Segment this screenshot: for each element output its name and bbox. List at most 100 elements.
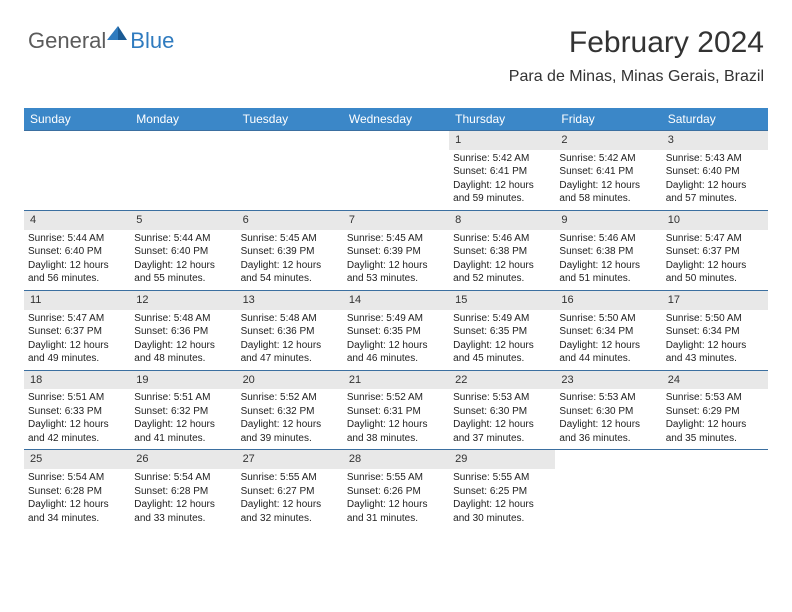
day-header: Tuesday [237, 108, 343, 130]
daylight-text: Daylight: 12 hours and 41 minutes. [134, 418, 232, 445]
header: February 2024 Para de Minas, Minas Gerai… [509, 26, 764, 86]
day-cell: 1 Sunrise: 5:42 AMSunset: 6:41 PMDaylight… [449, 131, 555, 210]
sunset-text: Sunset: 6:33 PM [28, 405, 126, 419]
daylight-text: Daylight: 12 hours and 53 minutes. [347, 259, 445, 286]
sunrise-text: Sunrise: 5:51 AM [28, 391, 126, 405]
daylight-text: Daylight: 12 hours and 52 minutes. [453, 259, 551, 286]
day-number: 16 [555, 291, 661, 310]
sunset-text: Sunset: 6:39 PM [347, 245, 445, 259]
day-number: 23 [555, 371, 661, 390]
sunset-text: Sunset: 6:41 PM [559, 165, 657, 179]
day-number [130, 131, 236, 150]
sunset-text: Sunset: 6:37 PM [666, 245, 764, 259]
sunrise-text: Sunrise: 5:47 AM [666, 232, 764, 246]
week-row: 25Sunrise: 5:54 AMSunset: 6:28 PMDayligh… [24, 449, 768, 529]
daylight-text: Daylight: 12 hours and 43 minutes. [666, 339, 764, 366]
sunset-text: Sunset: 6:30 PM [559, 405, 657, 419]
day-cell: 18Sunrise: 5:51 AMSunset: 6:33 PMDayligh… [24, 371, 130, 450]
day-number: 13 [237, 291, 343, 310]
day-number: 14 [343, 291, 449, 310]
sunset-text: Sunset: 6:35 PM [347, 325, 445, 339]
day-number: 18 [24, 371, 130, 390]
sunset-text: Sunset: 6:35 PM [453, 325, 551, 339]
day-content: Sunrise: 5:49 AMSunset: 6:35 PMDaylight:… [449, 312, 555, 370]
day-cell: 17Sunrise: 5:50 AMSunset: 6:34 PMDayligh… [662, 291, 768, 370]
day-content: Sunrise: 5:55 AMSunset: 6:26 PMDaylight:… [343, 471, 449, 529]
daylight-text: Daylight: 12 hours and 42 minutes. [28, 418, 126, 445]
day-content: Sunrise: 5:47 AMSunset: 6:37 PMDaylight:… [662, 232, 768, 290]
sunrise-text: Sunrise: 5:44 AM [28, 232, 126, 246]
day-number: 22 [449, 371, 555, 390]
sunset-text: Sunset: 6:38 PM [559, 245, 657, 259]
sunset-text: Sunset: 6:27 PM [241, 485, 339, 499]
day-cell: 26 Sunrise: 5:54 AMSunset: 6:28 PMDayligh… [130, 450, 236, 529]
day-header: Monday [130, 108, 236, 130]
sunset-text: Sunset: 6:37 PM [28, 325, 126, 339]
sunrise-text: Sunrise: 5:45 AM [241, 232, 339, 246]
day-content: Sunrise: 5:52 AMSunset: 6:31 PMDaylight:… [343, 391, 449, 449]
day-content: Sunrise: 5:45 AMSunset: 6:39 PMDaylight:… [343, 232, 449, 290]
sunset-text: Sunset: 6:32 PM [241, 405, 339, 419]
day-number: 19 [130, 371, 236, 390]
sunrise-text: Sunrise: 5:53 AM [453, 391, 551, 405]
day-cell: 15 Sunrise: 5:49 AMSunset: 6:35 PMDayligh… [449, 291, 555, 370]
calendar: Sunday Monday Tuesday Wednesday Thursday… [24, 108, 768, 529]
day-content: Sunrise: 5:43 AMSunset: 6:40 PMDaylight:… [662, 152, 768, 210]
daylight-text: Daylight: 12 hours and 49 minutes. [28, 339, 126, 366]
day-number: 1 [449, 131, 555, 150]
daylight-text: Daylight: 12 hours and 48 minutes. [134, 339, 232, 366]
sunset-text: Sunset: 6:29 PM [666, 405, 764, 419]
day-content: Sunrise: 5:51 AMSunset: 6:33 PMDaylight:… [24, 391, 130, 449]
sunrise-text: Sunrise: 5:49 AM [453, 312, 551, 326]
day-cell: 24Sunrise: 5:53 AMSunset: 6:29 PMDayligh… [662, 371, 768, 450]
daylight-text: Daylight: 12 hours and 37 minutes. [453, 418, 551, 445]
daylight-text: Daylight: 12 hours and 39 minutes. [241, 418, 339, 445]
day-cell: 2Sunrise: 5:42 AMSunset: 6:41 PMDaylight… [555, 131, 661, 210]
sunrise-text: Sunrise: 5:53 AM [666, 391, 764, 405]
sunrise-text: Sunrise: 5:47 AM [28, 312, 126, 326]
daylight-text: Daylight: 12 hours and 51 minutes. [559, 259, 657, 286]
sunset-text: Sunset: 6:32 PM [134, 405, 232, 419]
day-number: 15 [449, 291, 555, 310]
daylight-text: Daylight: 12 hours and 55 minutes. [134, 259, 232, 286]
day-number: 6 [237, 211, 343, 230]
day-number: 5 [130, 211, 236, 230]
day-cell [237, 131, 343, 210]
sunrise-text: Sunrise: 5:52 AM [347, 391, 445, 405]
day-content: Sunrise: 5:44 AMSunset: 6:40 PMDaylight:… [24, 232, 130, 290]
day-header: Friday [555, 108, 661, 130]
day-content: Sunrise: 5:47 AMSunset: 6:37 PMDaylight:… [24, 312, 130, 370]
sunrise-text: Sunrise: 5:48 AM [134, 312, 232, 326]
day-number: 28 [343, 450, 449, 469]
week-row: 4 Sunrise: 5:44 AMSunset: 6:40 PMDaylight… [24, 210, 768, 290]
day-number: 4 [24, 211, 130, 230]
day-cell [555, 450, 661, 529]
sunset-text: Sunset: 6:25 PM [453, 485, 551, 499]
sunrise-text: Sunrise: 5:49 AM [347, 312, 445, 326]
day-header: Thursday [449, 108, 555, 130]
sunrise-text: Sunrise: 5:48 AM [241, 312, 339, 326]
daylight-text: Daylight: 12 hours and 57 minutes. [666, 179, 764, 206]
sunset-text: Sunset: 6:34 PM [666, 325, 764, 339]
day-cell: 23Sunrise: 5:53 AMSunset: 6:30 PMDayligh… [555, 371, 661, 450]
daylight-text: Daylight: 12 hours and 56 minutes. [28, 259, 126, 286]
day-cell: 20Sunrise: 5:52 AMSunset: 6:32 PMDayligh… [237, 371, 343, 450]
day-content: Sunrise: 5:54 AMSunset: 6:28 PMDaylight:… [130, 471, 236, 529]
day-content: Sunrise: 5:48 AMSunset: 6:36 PMDaylight:… [237, 312, 343, 370]
day-cell: 6Sunrise: 5:45 AMSunset: 6:39 PMDaylight… [237, 211, 343, 290]
day-number: 26 [130, 450, 236, 469]
day-number: 3 [662, 131, 768, 150]
day-cell: 19Sunrise: 5:51 AMSunset: 6:32 PMDayligh… [130, 371, 236, 450]
sunrise-text: Sunrise: 5:46 AM [559, 232, 657, 246]
day-header: Wednesday [343, 108, 449, 130]
day-content: Sunrise: 5:55 AMSunset: 6:25 PMDaylight:… [449, 471, 555, 529]
week-row: 1 Sunrise: 5:42 AMSunset: 6:41 PMDaylight… [24, 130, 768, 210]
sunrise-text: Sunrise: 5:46 AM [453, 232, 551, 246]
day-cell [24, 131, 130, 210]
sunset-text: Sunset: 6:36 PM [134, 325, 232, 339]
day-cell: 10Sunrise: 5:47 AMSunset: 6:37 PMDayligh… [662, 211, 768, 290]
day-content: Sunrise: 5:42 AMSunset: 6:41 PMDaylight:… [449, 152, 555, 210]
day-content: Sunrise: 5:53 AMSunset: 6:30 PMDaylight:… [555, 391, 661, 449]
day-number [662, 450, 768, 469]
day-number: 17 [662, 291, 768, 310]
